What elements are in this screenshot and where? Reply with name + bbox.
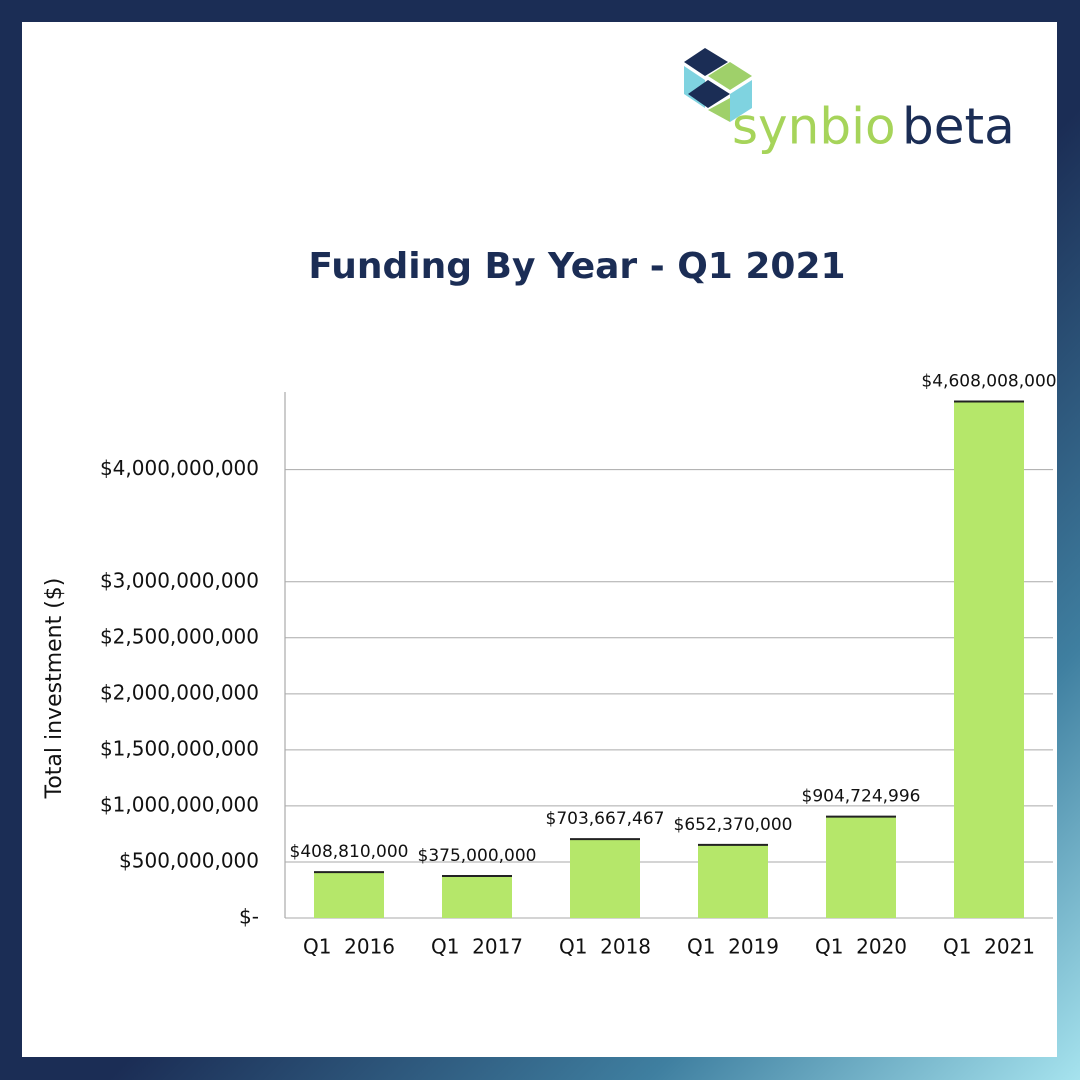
bar <box>442 875 512 918</box>
x-tick-label: Q1 2021 <box>943 935 1035 959</box>
y-tick-label: $2,000,000,000 <box>100 680 259 704</box>
bar <box>698 844 768 918</box>
value-label: $904,724,996 <box>802 787 921 807</box>
bar <box>826 816 896 918</box>
x-tick-label: Q1 2016 <box>303 935 395 959</box>
x-tick-label: Q1 2020 <box>815 935 907 959</box>
logo-text: beta <box>902 98 1015 156</box>
value-label: $375,000,000 <box>418 846 537 866</box>
y-tick-label: $2,500,000,000 <box>100 624 259 648</box>
x-tick-label: Q1 2018 <box>559 935 651 959</box>
y-tick-label: $- <box>239 905 259 929</box>
value-label: $408,810,000 <box>290 842 409 862</box>
y-axis-label: Total investment ($) <box>42 578 67 800</box>
bar <box>954 401 1024 918</box>
bar <box>570 839 640 918</box>
value-label: $652,370,000 <box>674 815 793 835</box>
value-label: $703,667,467 <box>546 809 665 829</box>
y-tick-label: $1,000,000,000 <box>100 792 259 816</box>
chart-title: Funding By Year - Q1 2021 <box>308 246 845 287</box>
y-tick-label: $1,500,000,000 <box>100 736 259 760</box>
logo-text: synbio <box>732 98 896 156</box>
x-tick-label: Q1 2019 <box>687 935 779 959</box>
y-tick-label: $3,000,000,000 <box>100 568 259 592</box>
x-tick-label: Q1 2017 <box>431 935 523 959</box>
y-tick-label: $4,000,000,000 <box>100 456 259 480</box>
bar <box>314 872 384 918</box>
logo-mark <box>684 48 752 122</box>
value-label: $4,608,008,000 <box>921 372 1056 392</box>
y-tick-label: $500,000,000 <box>119 848 259 872</box>
